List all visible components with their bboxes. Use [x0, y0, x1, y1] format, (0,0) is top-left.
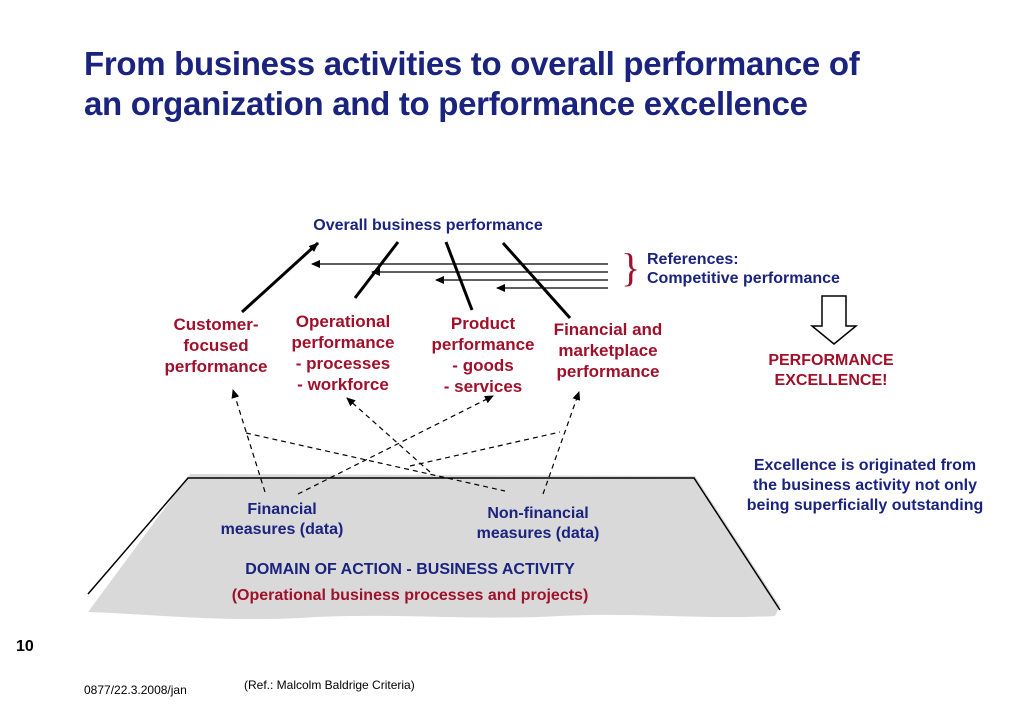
nonfinancial-measures-label: Non-financial measures (data): [477, 504, 600, 544]
references-line-2: Competitive performance: [647, 270, 840, 287]
financial-measures-label: Financial measures (data): [221, 500, 344, 540]
title-line-2: an organization and to performance excel…: [84, 85, 808, 122]
references-brace: }: [621, 245, 641, 290]
product-label: Product performance - goods - services: [432, 313, 535, 397]
slide-title: From business activities to overall perf…: [84, 44, 984, 124]
financial-line-3: performance: [556, 362, 660, 381]
nonfinancial-measures-line-2: measures (data): [476, 525, 600, 542]
operational-line-4: - workforce: [297, 375, 389, 394]
product-line-3: - goods: [452, 356, 514, 375]
product-line-1: Product: [450, 314, 516, 333]
financial-line-1: Financial and: [553, 320, 663, 339]
line-product-to-overall: [444, 241, 474, 311]
nonfinancial-measures-line-1: Non-financial: [487, 505, 589, 522]
references-label: References: Competitive performance: [647, 250, 840, 288]
financial-marketplace-label: Financial and marketplace performance: [554, 319, 663, 382]
domain-platform: [88, 474, 780, 620]
note-line-3: being superficially outstanding: [746, 497, 984, 514]
operational-line-1: Operational: [295, 312, 391, 331]
dashed-nonfinancial-to-financial: [542, 391, 581, 495]
references-line-1: References:: [647, 251, 739, 268]
financial-line-2: marketplace: [558, 341, 658, 360]
overall-performance-label: Overall business performance: [313, 217, 543, 234]
operational-line-3: - processes: [295, 354, 391, 373]
financial-measures-line-1: Financial: [247, 501, 317, 518]
arrow-customer-to-overall: [240, 241, 320, 314]
performance-excellence-label: PERFORMANCE EXCELLENCE!: [768, 351, 893, 391]
title-line-1: From business activities to overall perf…: [84, 45, 860, 82]
note-line-2: the business activity not only: [752, 477, 978, 494]
down-arrow: [809, 295, 859, 345]
footer-reference: (Ref.: Malcolm Baldrige Criteria): [244, 678, 415, 692]
line-operational-to-overall: [353, 241, 400, 299]
domain-platform-outline: [87, 477, 781, 611]
operational-line-2: performance: [291, 333, 395, 352]
customer-focused-label: Customer- focused performance: [165, 314, 268, 377]
domain-subtitle-label: (Operational business processes and proj…: [231, 587, 589, 604]
customer-line-2: focused: [183, 336, 249, 355]
page-number: 10: [16, 638, 34, 655]
footer-code: 0877/22.3.2008/jan: [84, 683, 187, 697]
excellence-line-1: PERFORMANCE: [768, 352, 894, 369]
financial-measures-line-2: measures (data): [220, 521, 344, 538]
customer-line-3: performance: [164, 357, 268, 376]
excellence-line-2: EXCELLENCE!: [774, 372, 888, 389]
customer-line-1: Customer-: [173, 315, 259, 334]
product-line-4: - services: [443, 377, 523, 396]
product-line-2: performance: [431, 335, 535, 354]
dashed-financial-to-product: [297, 395, 494, 495]
dashed-nonfinancial-to-operational: [346, 397, 431, 473]
note-line-1: Excellence is originated from: [753, 457, 977, 474]
excellence-note: Excellence is originated from the busine…: [747, 456, 983, 516]
domain-of-action-label: DOMAIN OF ACTION - BUSINESS ACTIVITY: [245, 561, 575, 578]
operational-label: Operational performance - processes - wo…: [292, 311, 395, 395]
dashed-upper-right: [409, 431, 561, 467]
